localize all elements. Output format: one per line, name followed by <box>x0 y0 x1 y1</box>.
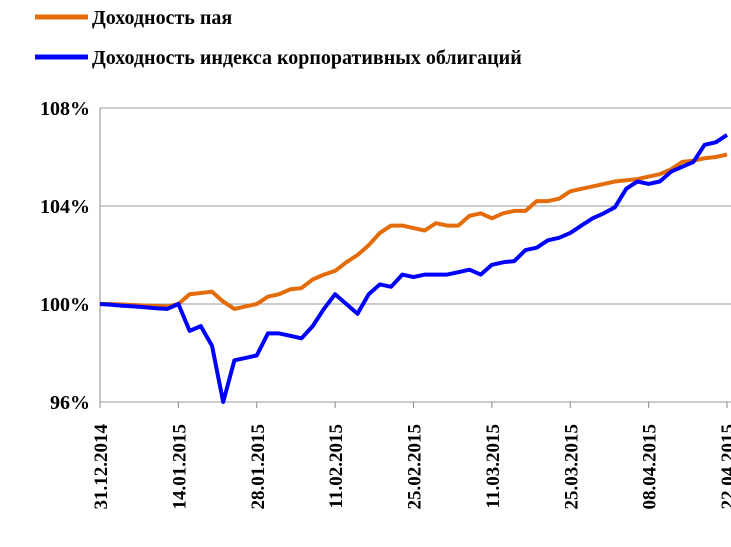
x-tick-label: 25.02.2015 <box>405 424 426 510</box>
x-tick-label: 08.04.2015 <box>640 424 661 510</box>
series-line <box>100 152 728 311</box>
legend-label: Доходность пая <box>92 7 232 29</box>
y-tick-label: 108% <box>40 98 90 120</box>
y-tick-label: 100% <box>40 294 90 316</box>
series-line <box>99 133 729 404</box>
x-tick-label: 25.03.2015 <box>561 424 582 510</box>
y-tick-label: 104% <box>40 196 90 218</box>
x-tick-label: 11.03.2015 <box>483 424 504 508</box>
x-tick-label: 22.04.2015 <box>718 424 731 510</box>
x-tick-label: 14.01.2015 <box>169 424 190 510</box>
y-tick-label: 96% <box>50 392 90 414</box>
x-tick-label: 11.02.2015 <box>326 424 347 508</box>
x-tick-label: 28.01.2015 <box>248 424 269 510</box>
legend-label: Доходность индекса корпоративных облигац… <box>92 47 522 69</box>
x-tick-label: 31.12.2014 <box>91 424 112 510</box>
